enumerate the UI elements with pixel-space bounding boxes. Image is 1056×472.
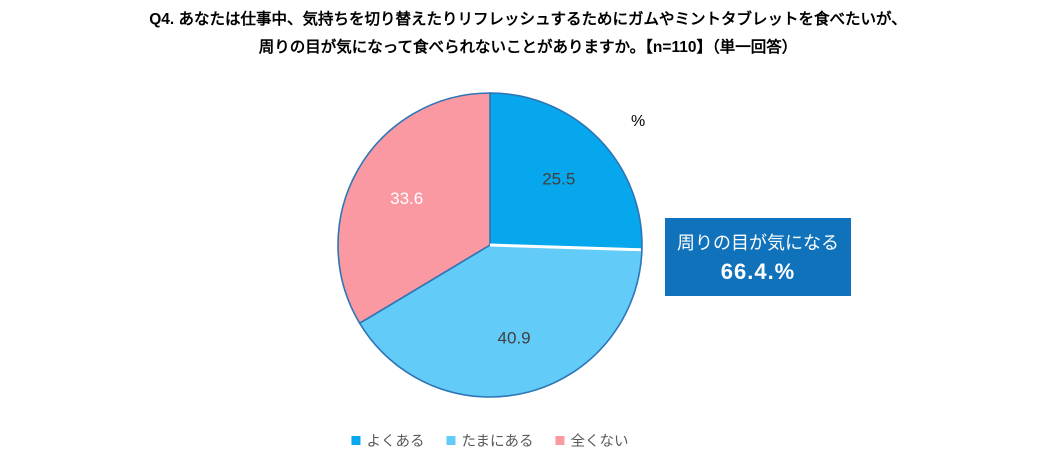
unit-label: % bbox=[631, 113, 646, 130]
legend: よくある たまにある 全くない bbox=[340, 430, 639, 451]
legend-swatch bbox=[351, 436, 361, 445]
pie-slice-よくある bbox=[489, 92, 643, 251]
callout-value: 66.4.% bbox=[720, 259, 796, 284]
slice-separator bbox=[489, 243, 641, 252]
pie-slice-たまにある bbox=[358, 244, 643, 398]
chart-title: Q4. あなたは仕事中、気持ちを切り替えたりリフレッシュするためにガムやミントタ… bbox=[0, 6, 1056, 62]
slice-label-全くない: 33.6 bbox=[390, 189, 423, 208]
legend-swatch bbox=[446, 436, 456, 445]
slice-label-たまにある: 40.9 bbox=[498, 329, 531, 348]
legend-swatch bbox=[555, 436, 565, 445]
legend-label: たまにある bbox=[461, 434, 534, 450]
legend-item-よくある: よくある bbox=[351, 430, 424, 451]
legend-item-全くない: 全くない bbox=[555, 430, 629, 451]
legend-item-たまにある: たまにある bbox=[446, 430, 534, 451]
pie-slice-全くない bbox=[337, 92, 491, 324]
callout-text: 周りの目が気になる bbox=[677, 233, 839, 253]
chart-title-line2: 周りの目が気になって食べられないことがありますか。【n=110】（単一回答） bbox=[258, 39, 798, 56]
legend-label: 全くない bbox=[570, 434, 629, 450]
chart-title-line1: Q4. あなたは仕事中、気持ちを切り替えたりリフレッシュするためにガムやミントタ… bbox=[149, 11, 907, 28]
legend-label: よくある bbox=[366, 434, 425, 450]
callout-box: 周りの目が気になる 66.4.% bbox=[665, 218, 851, 296]
slice-label-よくある: 25.5 bbox=[542, 169, 575, 188]
